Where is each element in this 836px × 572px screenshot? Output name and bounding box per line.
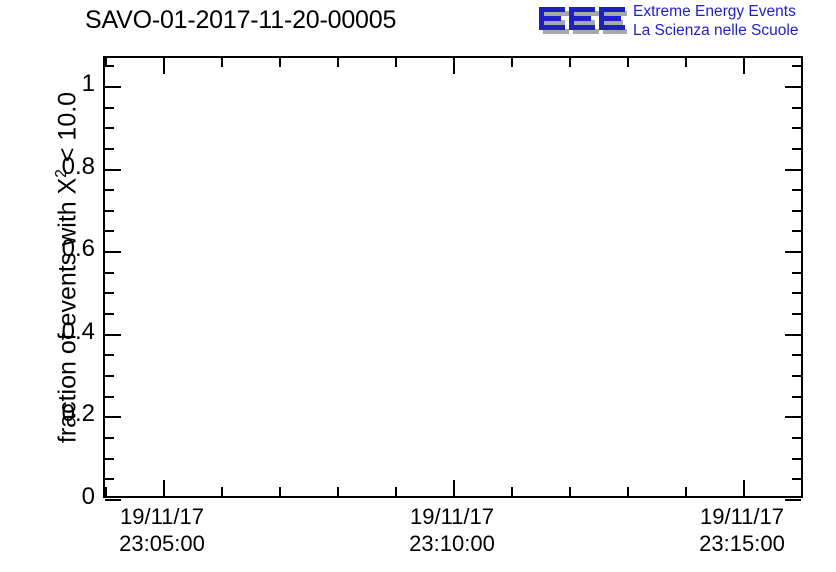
x-axis-major-tick: [453, 480, 455, 496]
x-axis-minor-tick: [627, 487, 629, 496]
y-tick-label: 0: [81, 483, 95, 510]
y-axis-title: fraction of events with X2 < 10.0: [53, 33, 83, 503]
y-axis-major-tick: [105, 85, 121, 88]
y-axis-major-tick: [105, 333, 121, 336]
x-tick-label-date: 19/11/17: [119, 504, 204, 529]
x-axis-minor-tick: [105, 58, 107, 67]
x-axis-minor-tick: [801, 487, 803, 496]
y-axis-minor-tick: [105, 127, 114, 130]
y-axis-minor-tick: [792, 292, 801, 295]
y-axis-minor-tick: [792, 147, 801, 150]
x-axis-major-tick: [453, 58, 455, 74]
y-tick-label: 0.6: [61, 235, 95, 263]
x-axis-minor-tick: [279, 58, 281, 67]
y-axis-minor-tick: [792, 65, 801, 68]
eee-logo-mark-icon: [539, 7, 627, 34]
y-axis-major-tick: [785, 416, 801, 419]
y-axis-minor-tick: [792, 478, 801, 481]
y-axis-minor-tick: [792, 209, 801, 212]
y-tick-label: 0.8: [61, 152, 95, 180]
x-axis-minor-tick: [569, 58, 571, 67]
y-axis-major-tick: [105, 168, 121, 171]
y-axis-minor-tick: [105, 209, 114, 212]
y-tick-label: 0.2: [61, 400, 95, 428]
x-axis-major-tick: [163, 58, 165, 74]
x-tick-label: 19/11/17 23:05:00: [87, 503, 237, 557]
x-axis-minor-tick: [511, 487, 513, 496]
y-axis-minor-tick: [105, 437, 114, 440]
x-axis-minor-tick: [105, 487, 107, 496]
eee-logo-text: Extreme Energy Events La Scienza nelle S…: [633, 2, 798, 40]
x-axis-minor-tick: [685, 487, 687, 496]
eee-logo: Extreme Energy Events La Scienza nelle S…: [537, 2, 835, 46]
y-axis-minor-tick: [792, 395, 801, 398]
x-axis-major-tick: [743, 480, 745, 496]
y-axis-major-tick: [105, 251, 121, 254]
y-axis-major-tick: [785, 499, 801, 501]
x-tick-label: 19/11/17 23:10:00: [377, 503, 527, 557]
y-axis-minor-tick: [105, 478, 114, 481]
y-axis-minor-tick: [792, 106, 801, 109]
y-axis-major-tick: [105, 499, 121, 501]
y-axis-minor-tick: [105, 189, 114, 192]
y-axis-minor-tick: [105, 395, 114, 398]
y-tick-label: 1: [81, 69, 95, 97]
y-axis-minor-tick: [105, 147, 114, 150]
y-axis-major-tick: [785, 85, 801, 88]
y-axis-minor-tick: [792, 230, 801, 233]
y-axis-minor-tick: [105, 230, 114, 233]
x-axis-minor-tick: [801, 58, 803, 67]
y-axis-major-tick: [785, 251, 801, 254]
x-tick-label: 19/11/17 23:15:00: [667, 503, 817, 557]
x-axis-minor-tick: [511, 58, 513, 67]
x-axis-minor-tick: [685, 58, 687, 67]
x-axis-minor-tick: [221, 58, 223, 67]
x-axis-minor-tick: [279, 487, 281, 496]
y-axis-minor-tick: [105, 375, 114, 378]
y-axis-major-tick: [785, 333, 801, 336]
x-tick-label-date: 19/11/17: [699, 504, 784, 529]
x-axis-minor-tick: [569, 487, 571, 496]
x-axis-minor-tick: [337, 487, 339, 496]
x-axis-minor-tick: [221, 487, 223, 496]
y-axis-minor-tick: [105, 65, 114, 68]
y-axis-major-tick: [105, 416, 121, 419]
x-tick-label-time: 23:05:00: [119, 531, 205, 556]
y-axis-minor-tick: [792, 437, 801, 440]
y-axis-minor-tick: [105, 354, 114, 357]
x-axis-minor-tick: [395, 58, 397, 67]
y-axis-minor-tick: [792, 375, 801, 378]
y-axis-minor-tick: [105, 271, 114, 274]
eee-logo-line2: La Scienza nelle Scuole: [633, 22, 799, 39]
y-axis-minor-tick: [105, 292, 114, 295]
x-axis-minor-tick: [395, 487, 397, 496]
page-title: SAVO-01-2017-11-20-00005: [85, 6, 397, 34]
x-axis-minor-tick: [337, 58, 339, 67]
y-axis-minor-tick: [792, 354, 801, 357]
x-axis-major-tick: [743, 58, 745, 74]
y-axis-minor-tick: [792, 457, 801, 460]
x-axis-major-tick: [163, 480, 165, 496]
y-axis-minor-tick: [792, 271, 801, 274]
x-tick-label-time: 23:10:00: [409, 531, 495, 556]
eee-logo-line1: Extreme Energy Events: [633, 3, 796, 20]
y-axis-minor-tick: [105, 313, 114, 316]
plot-frame: [103, 56, 803, 501]
x-axis-minor-tick: [627, 58, 629, 67]
y-axis-major-tick: [785, 168, 801, 171]
x-tick-label-time: 23:15:00: [699, 531, 785, 556]
y-axis-minor-tick: [105, 106, 114, 109]
y-axis-minor-tick: [792, 127, 801, 130]
y-tick-label: 0.4: [61, 317, 95, 345]
y-axis-minor-tick: [105, 457, 114, 460]
x-tick-label-date: 19/11/17: [409, 504, 494, 529]
y-axis-minor-tick: [792, 189, 801, 192]
y-axis-minor-tick: [792, 313, 801, 316]
